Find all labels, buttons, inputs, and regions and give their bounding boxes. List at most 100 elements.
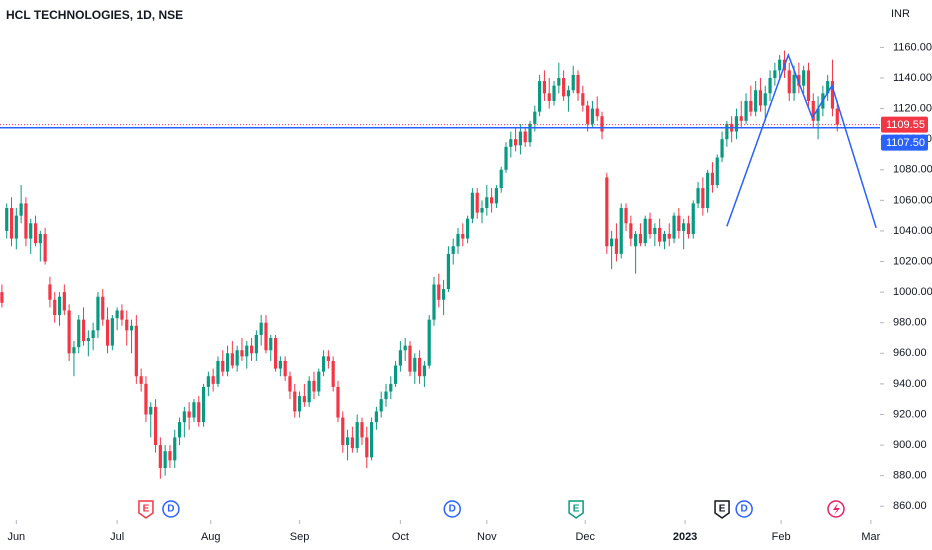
candle-body: [523, 131, 527, 143]
candle-body: [432, 284, 436, 320]
event-badge[interactable]: D: [735, 500, 753, 518]
x-tick-label: 2023: [673, 531, 697, 543]
candle-body: [417, 357, 422, 377]
candle-body: [504, 146, 508, 170]
x-tick-label: Oct: [392, 531, 409, 543]
candle-body: [134, 325, 138, 377]
event-badge[interactable]: E: [138, 500, 154, 519]
candle-body: [125, 319, 129, 331]
candle-body: [177, 422, 182, 438]
candle-body: [67, 310, 71, 354]
candle-body: [221, 360, 225, 372]
candle-body: [360, 422, 364, 438]
candle-body: [230, 353, 234, 366]
candle-body: [566, 90, 571, 97]
y-tick-label: 940.00: [893, 378, 927, 390]
lightning-event[interactable]: [827, 500, 845, 518]
candle-body: [269, 338, 273, 351]
event-badge[interactable]: D: [443, 500, 461, 518]
candle-body: [734, 116, 739, 132]
y-tick-label: 1060.00: [893, 194, 932, 206]
y-tick-label: 1080.00: [893, 164, 932, 176]
candle-body: [144, 383, 148, 415]
event-badge[interactable]: E: [714, 500, 730, 519]
candle-body: [254, 334, 258, 354]
candle-body: [96, 296, 100, 331]
candle-body: [605, 177, 609, 247]
candle-body: [461, 234, 465, 239]
candle-body: [101, 296, 105, 320]
candle-body: [576, 74, 580, 94]
candle-body: [792, 74, 796, 94]
y-tick-label: 900.00: [893, 439, 927, 451]
candle-body: [749, 100, 753, 112]
candle-body: [590, 108, 595, 124]
candle-body: [5, 208, 9, 231]
x-tick-label: Dec: [575, 531, 595, 543]
candle-body: [802, 70, 806, 86]
candle-body: [24, 203, 28, 239]
candle-body: [653, 227, 657, 234]
candle-body: [206, 376, 210, 387]
last-price-tag: [881, 116, 928, 133]
y-tick-label: 1140.00: [893, 72, 932, 84]
candle-body: [686, 223, 691, 234]
candle-body: [610, 238, 614, 247]
hline-price-label: 1107.50: [886, 137, 925, 149]
candle-body: [365, 437, 369, 458]
x-tick-label: Mar: [861, 531, 880, 543]
candle-body: [658, 227, 662, 242]
candle-body: [389, 383, 393, 392]
event-badge[interactable]: E: [568, 500, 584, 519]
candle-body: [422, 365, 426, 377]
candle-body: [331, 360, 335, 387]
candle-body: [691, 203, 695, 234]
candle-body: [297, 396, 302, 412]
candle-body: [149, 406, 153, 415]
candle-body: [754, 90, 758, 112]
candle-body: [72, 347, 76, 354]
candle-body: [758, 90, 763, 106]
candle-body: [273, 338, 278, 369]
candle-body: [197, 402, 201, 423]
candle-body: [312, 380, 316, 392]
candle-body: [120, 310, 124, 320]
candle-body: [278, 360, 282, 369]
candle-body: [648, 218, 652, 234]
candle-body: [398, 350, 402, 366]
candle-body: [600, 116, 604, 132]
candle-body: [547, 93, 551, 101]
candle-body: [403, 345, 407, 351]
candle-body: [581, 93, 585, 106]
candle-body: [571, 74, 575, 91]
y-tick-label: 1120.00: [893, 102, 932, 114]
event-label: D: [167, 504, 174, 515]
candle-body: [129, 325, 134, 331]
candle-body: [437, 284, 441, 300]
candle-body: [528, 123, 532, 143]
candle-body: [91, 330, 95, 338]
candle-body: [355, 422, 359, 449]
candle-body: [557, 78, 561, 86]
candle-body: [446, 253, 451, 290]
candle-body: [264, 322, 268, 351]
event-label: D: [449, 504, 456, 515]
event-shape: [568, 500, 584, 519]
event-shape: [443, 500, 461, 518]
candle-body: [634, 234, 638, 247]
event-badge[interactable]: D: [162, 500, 180, 518]
candle-body: [9, 208, 14, 239]
x-tick-label: Feb: [772, 531, 791, 543]
y-tick-label: 1000.00: [893, 286, 932, 298]
y-tick-label: 920.00: [893, 408, 927, 420]
y-tick-label: 960.00: [893, 347, 927, 359]
candle-body: [293, 391, 297, 412]
candle-body: [595, 108, 599, 117]
pattern-line: [726, 52, 877, 229]
candle-body: [816, 108, 820, 121]
candle-body: [14, 215, 18, 239]
candle-body: [245, 345, 249, 357]
candle-body: [744, 100, 748, 121]
candle-body: [542, 81, 547, 94]
candle-body: [369, 422, 374, 458]
